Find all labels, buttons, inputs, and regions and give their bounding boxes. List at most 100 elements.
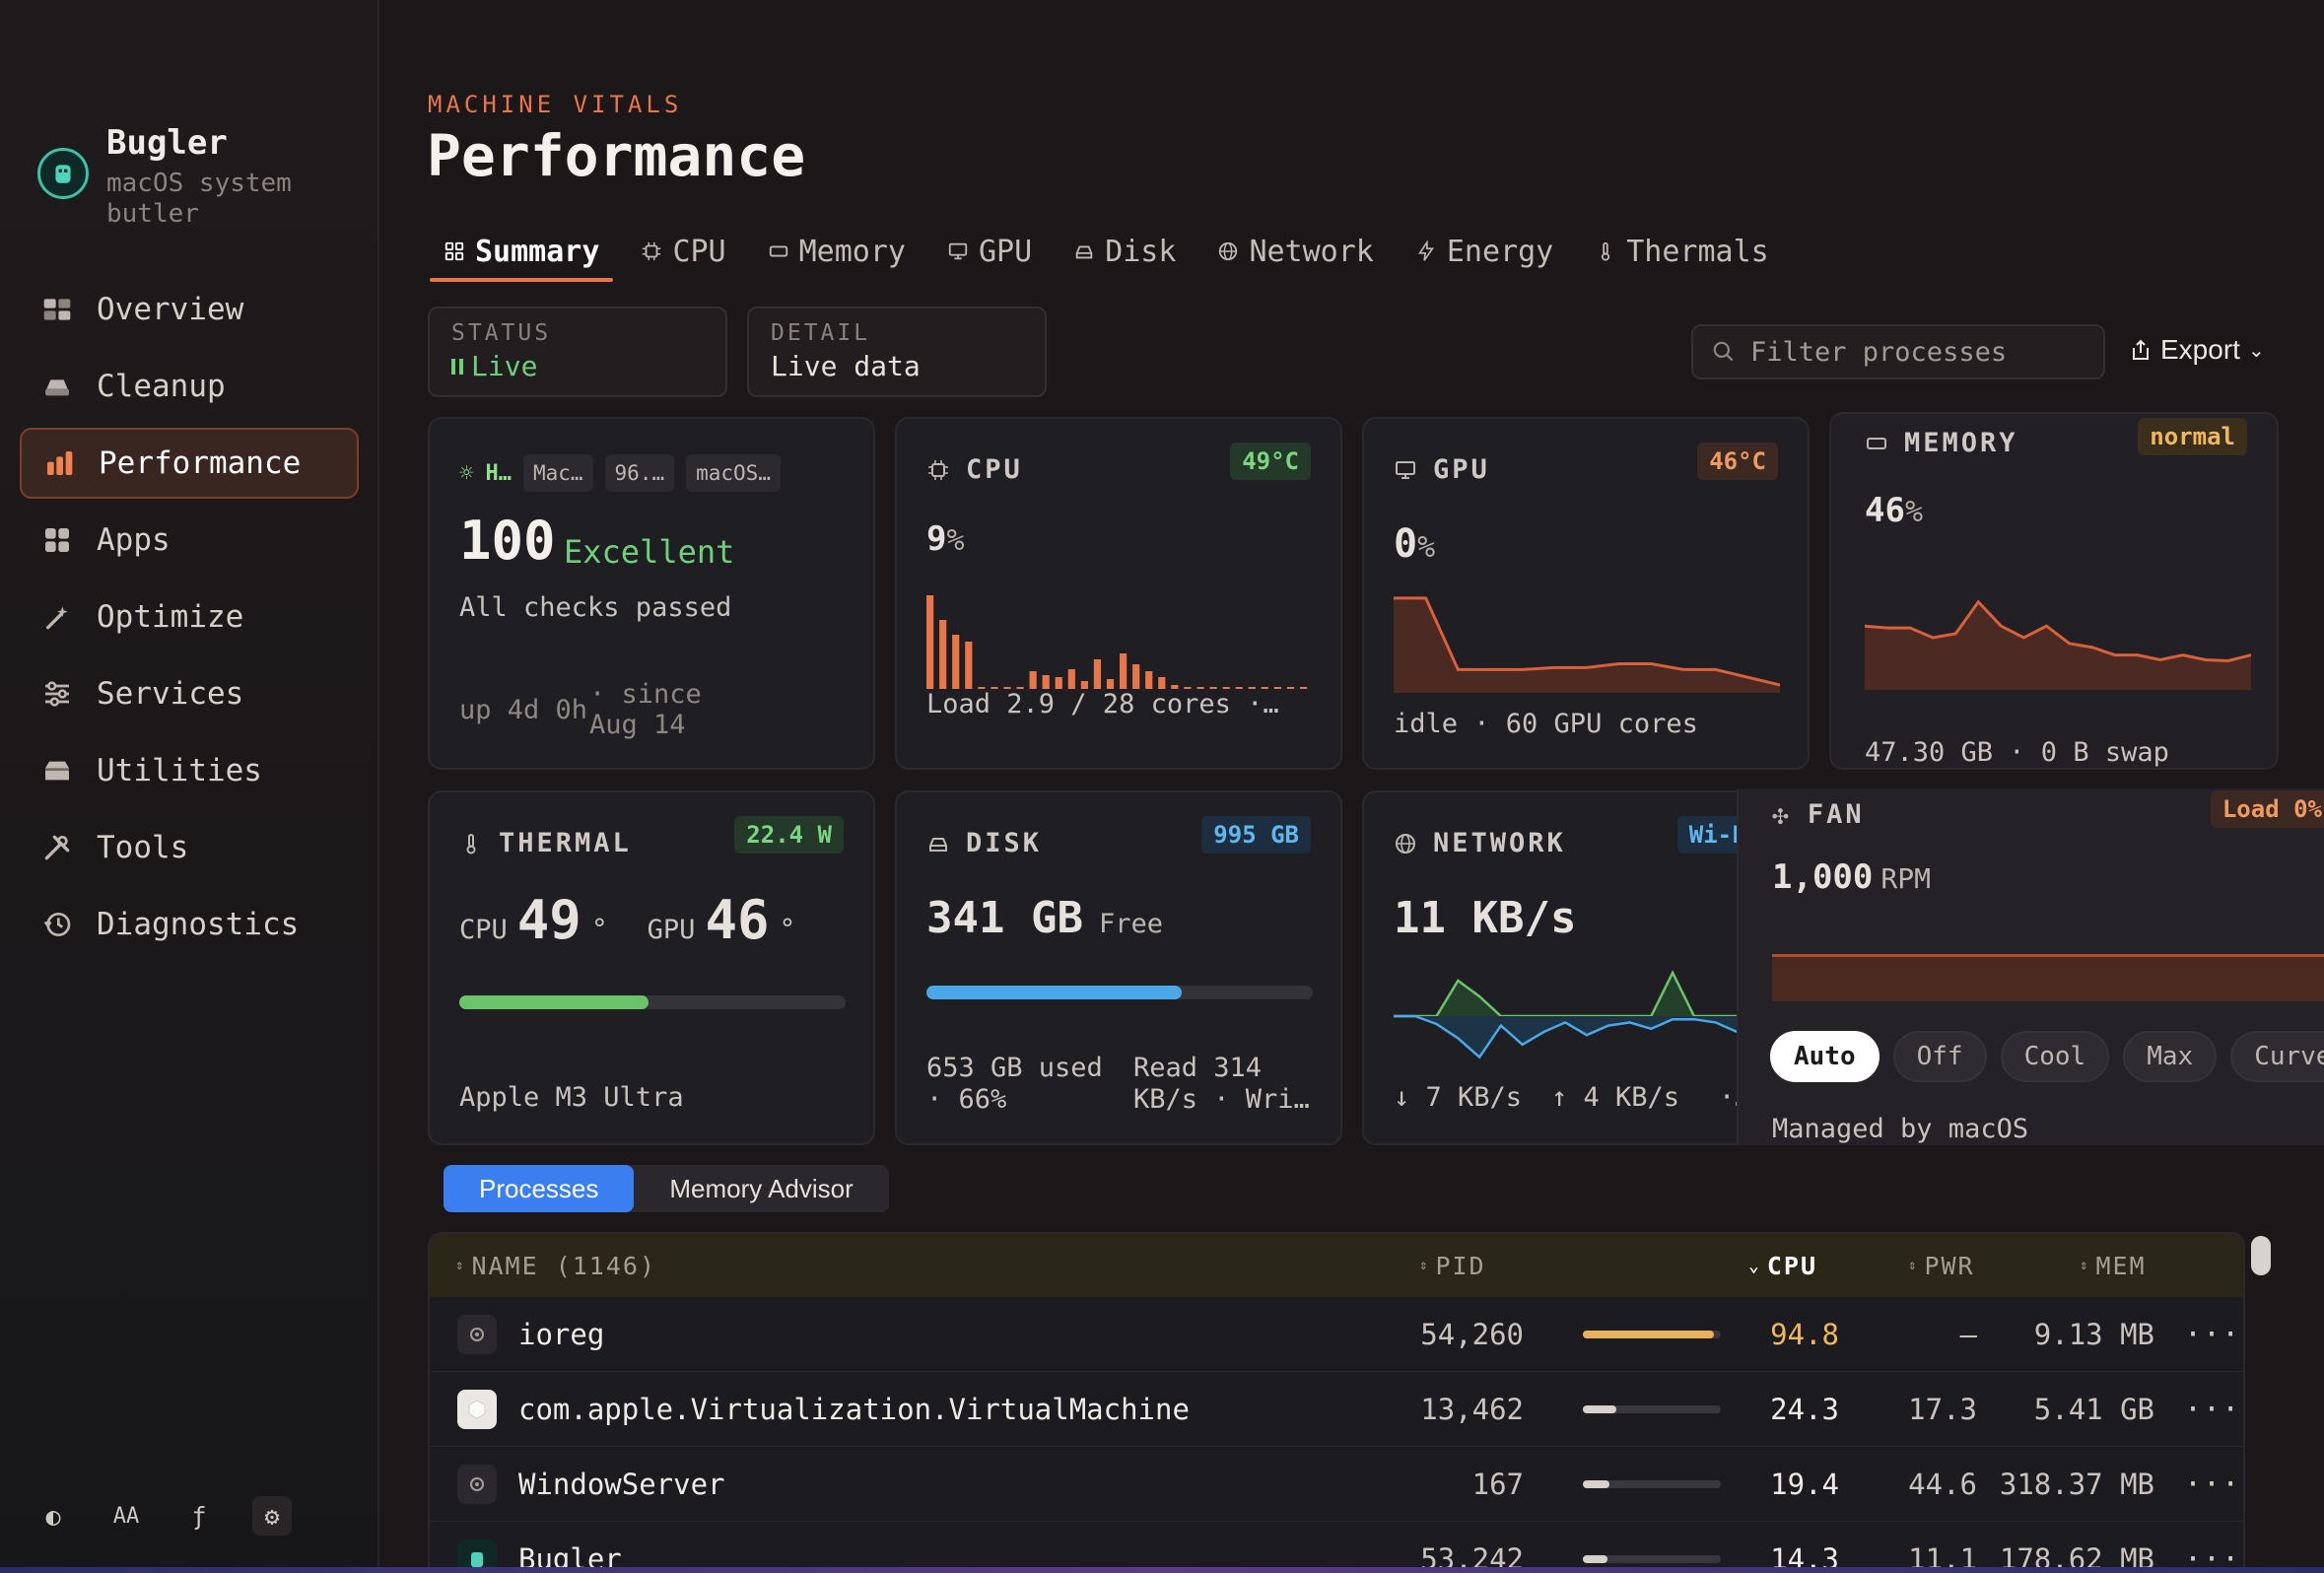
thermal-level-bar <box>459 995 846 1009</box>
sort-icon: ⇕ <box>1419 1258 1430 1273</box>
cpu-usage-bar <box>1583 1480 1721 1488</box>
sort-icon: ⇕ <box>455 1258 466 1273</box>
cpu-history-bar <box>939 620 947 689</box>
column-pid[interactable]: ⇕ PID <box>1419 1234 1486 1297</box>
tab-processes[interactable]: Processes <box>444 1165 635 1212</box>
sidebar-item-cleanup[interactable]: Cleanup <box>20 351 359 422</box>
gpu-title: GPU <box>1433 454 1490 485</box>
cpu-usage-bar <box>1583 1405 1721 1413</box>
column-cpu[interactable]: ⌄ CPU <box>1748 1234 1817 1297</box>
fan-mode-off[interactable]: Off <box>1892 1031 1987 1082</box>
cpu-usage-bar <box>1583 1331 1721 1338</box>
cpu-history-bar <box>1299 687 1308 689</box>
sidebar-item-label: Cleanup <box>97 369 226 404</box>
cube-icon <box>457 1390 497 1429</box>
sidebar-item-optimize[interactable]: Optimize <box>20 581 359 652</box>
tab-thermals[interactable]: Thermals <box>1581 221 1783 282</box>
row-more-button[interactable]: ··· <box>2184 1541 2241 1573</box>
memory-card[interactable]: MEMORY normal 46% 47.30 GB · 0 B swap <box>1829 412 2279 770</box>
sidebar-item-label: Optimize <box>97 599 244 635</box>
fan-mode-auto[interactable]: Auto <box>1770 1031 1880 1082</box>
sidebar-item-tools[interactable]: Tools <box>20 812 359 883</box>
cpu-usage-bar <box>1583 1555 1721 1563</box>
cpu-load: Load 2.9 / 28 cores ·… <box>926 689 1279 719</box>
sidebar-item-overview[interactable]: Overview <box>20 274 359 345</box>
process-pid: 54,260 <box>1420 1318 1524 1351</box>
bolt-icon <box>1415 240 1437 262</box>
cpu-history-bar <box>965 642 973 689</box>
sidebar-item-label: Services <box>97 676 244 712</box>
table-scrollbar[interactable] <box>2251 1236 2271 1275</box>
settings-icon[interactable]: ⚙ <box>252 1496 292 1536</box>
fan-mode-curve[interactable]: Curve <box>2230 1031 2324 1082</box>
tab-network[interactable]: Network <box>1203 221 1387 282</box>
cpu-card[interactable]: CPU 49°C 9% Load 2.9 / 28 cores ·… <box>895 417 1342 770</box>
cpu-unit: % <box>946 523 965 558</box>
sidebar-item-utilities[interactable]: Utilities <box>20 735 359 806</box>
search-input[interactable] <box>1750 336 2085 368</box>
gear-icon <box>457 1465 497 1504</box>
process-mem: 9.13 MB <box>2033 1318 2154 1351</box>
fan-load-badge: Load 0% <box>2210 790 2324 828</box>
contrast-icon[interactable]: ◐ <box>45 1501 61 1531</box>
tab-disk[interactable]: Disk <box>1059 221 1190 282</box>
process-mem: 318.37 MB <box>1999 1468 2154 1501</box>
sidebar-item-performance[interactable]: Performance <box>20 428 359 499</box>
sort-icon: ⇕ <box>2080 1258 2090 1273</box>
tab-energy[interactable]: Energy <box>1401 221 1567 282</box>
process-pid: 167 <box>1471 1468 1524 1501</box>
cpu-history-bar <box>1248 687 1256 689</box>
sidebar-item-services[interactable]: Services <box>20 658 359 729</box>
tab-gpu[interactable]: GPU <box>933 221 1046 282</box>
row-more-button[interactable]: ··· <box>2184 1467 2241 1502</box>
sidebar-item-apps[interactable]: Apps <box>20 505 359 576</box>
health-tags: ☼ H… Mac… 96.… macOS… <box>459 454 781 492</box>
cpu-value: 9 <box>926 519 947 559</box>
gpu-history-area <box>1394 597 1780 693</box>
text-size-icon[interactable]: AA <box>112 1503 140 1529</box>
process-pwr: 44.6 <box>1908 1468 1977 1501</box>
disk-free-value: 341 GB <box>926 893 1083 943</box>
tab-cpu[interactable]: CPU <box>627 221 739 282</box>
fan-title: FAN <box>1807 799 1865 830</box>
disk-card[interactable]: DISK 995 GB 341 GB Free 653 GB used · 66… <box>895 790 1342 1145</box>
thermal-readouts: CPU 49 ° GPU 46 ° <box>459 889 795 951</box>
gpu-history-chart <box>1394 596 1780 693</box>
column-mem[interactable]: ⇕ MEM <box>2080 1234 2147 1297</box>
sidebar-item-label: Tools <box>97 830 189 865</box>
cpu-history-bar <box>1080 681 1088 689</box>
health-card[interactable]: ☼ H… Mac… 96.… macOS… 100 Excellent All … <box>428 417 875 770</box>
cpu-history-bar <box>991 687 998 689</box>
column-name[interactable]: ⇕ NAME (1146) <box>455 1234 656 1297</box>
column-pwr[interactable]: ⇕ PWR <box>1908 1234 1975 1297</box>
sidebar-item-diagnostics[interactable]: Diagnostics <box>20 889 359 960</box>
tab-memory[interactable]: Memory <box>754 221 920 282</box>
tab-summary[interactable]: Summary <box>430 221 614 282</box>
table-row[interactable]: com.apple.Virtualization.VirtualMachine … <box>430 1372 2243 1447</box>
export-button[interactable]: Export ⌄ <box>2129 334 2265 366</box>
gpu-card[interactable]: GPU 46°C 0% idle · 60 GPU cores <box>1362 417 1810 770</box>
cpu-history-bar <box>1016 687 1024 689</box>
disk-free-label: Free <box>1098 909 1163 939</box>
row-more-button[interactable]: ··· <box>2184 1392 2241 1427</box>
globe-icon <box>1217 240 1239 262</box>
cpu-value-wrap: 9% <box>926 519 965 559</box>
tab-memory-advisor[interactable]: Memory Advisor <box>669 1173 854 1203</box>
services-icon <box>39 676 75 712</box>
thermal-card[interactable]: THERMAL 22.4 W CPU 49 ° GPU 46 ° Apple M… <box>428 790 875 1145</box>
chevron-down-icon: ⌄ <box>1748 1255 1761 1276</box>
sidebar-item-label: Performance <box>99 445 302 481</box>
process-view-tabs: Processes Memory Advisor <box>444 1165 889 1212</box>
row-more-button[interactable]: ··· <box>2184 1317 2241 1352</box>
disk-title: DISK <box>966 828 1043 858</box>
process-search[interactable] <box>1691 324 2105 379</box>
health-grade: Excellent <box>564 533 735 571</box>
table-row[interactable]: Bugler 53,242 14.3 11.1 178.62 MB ··· <box>430 1522 2243 1573</box>
fan-mode-max[interactable]: Max <box>2123 1031 2218 1082</box>
table-row[interactable]: WindowServer 167 19.4 44.6 318.37 MB ··· <box>430 1447 2243 1522</box>
table-row[interactable]: ioreg 54,260 94.8 — 9.13 MB ··· <box>430 1297 2243 1372</box>
memory-state-badge: normal <box>2138 418 2247 455</box>
fan-card[interactable]: ✣ FAN Load 0% 1,000 RPM Managed by macOS <box>1737 788 2324 1145</box>
font-icon[interactable]: ƒ <box>191 1501 207 1531</box>
fan-mode-cool[interactable]: Cool <box>2000 1031 2110 1082</box>
